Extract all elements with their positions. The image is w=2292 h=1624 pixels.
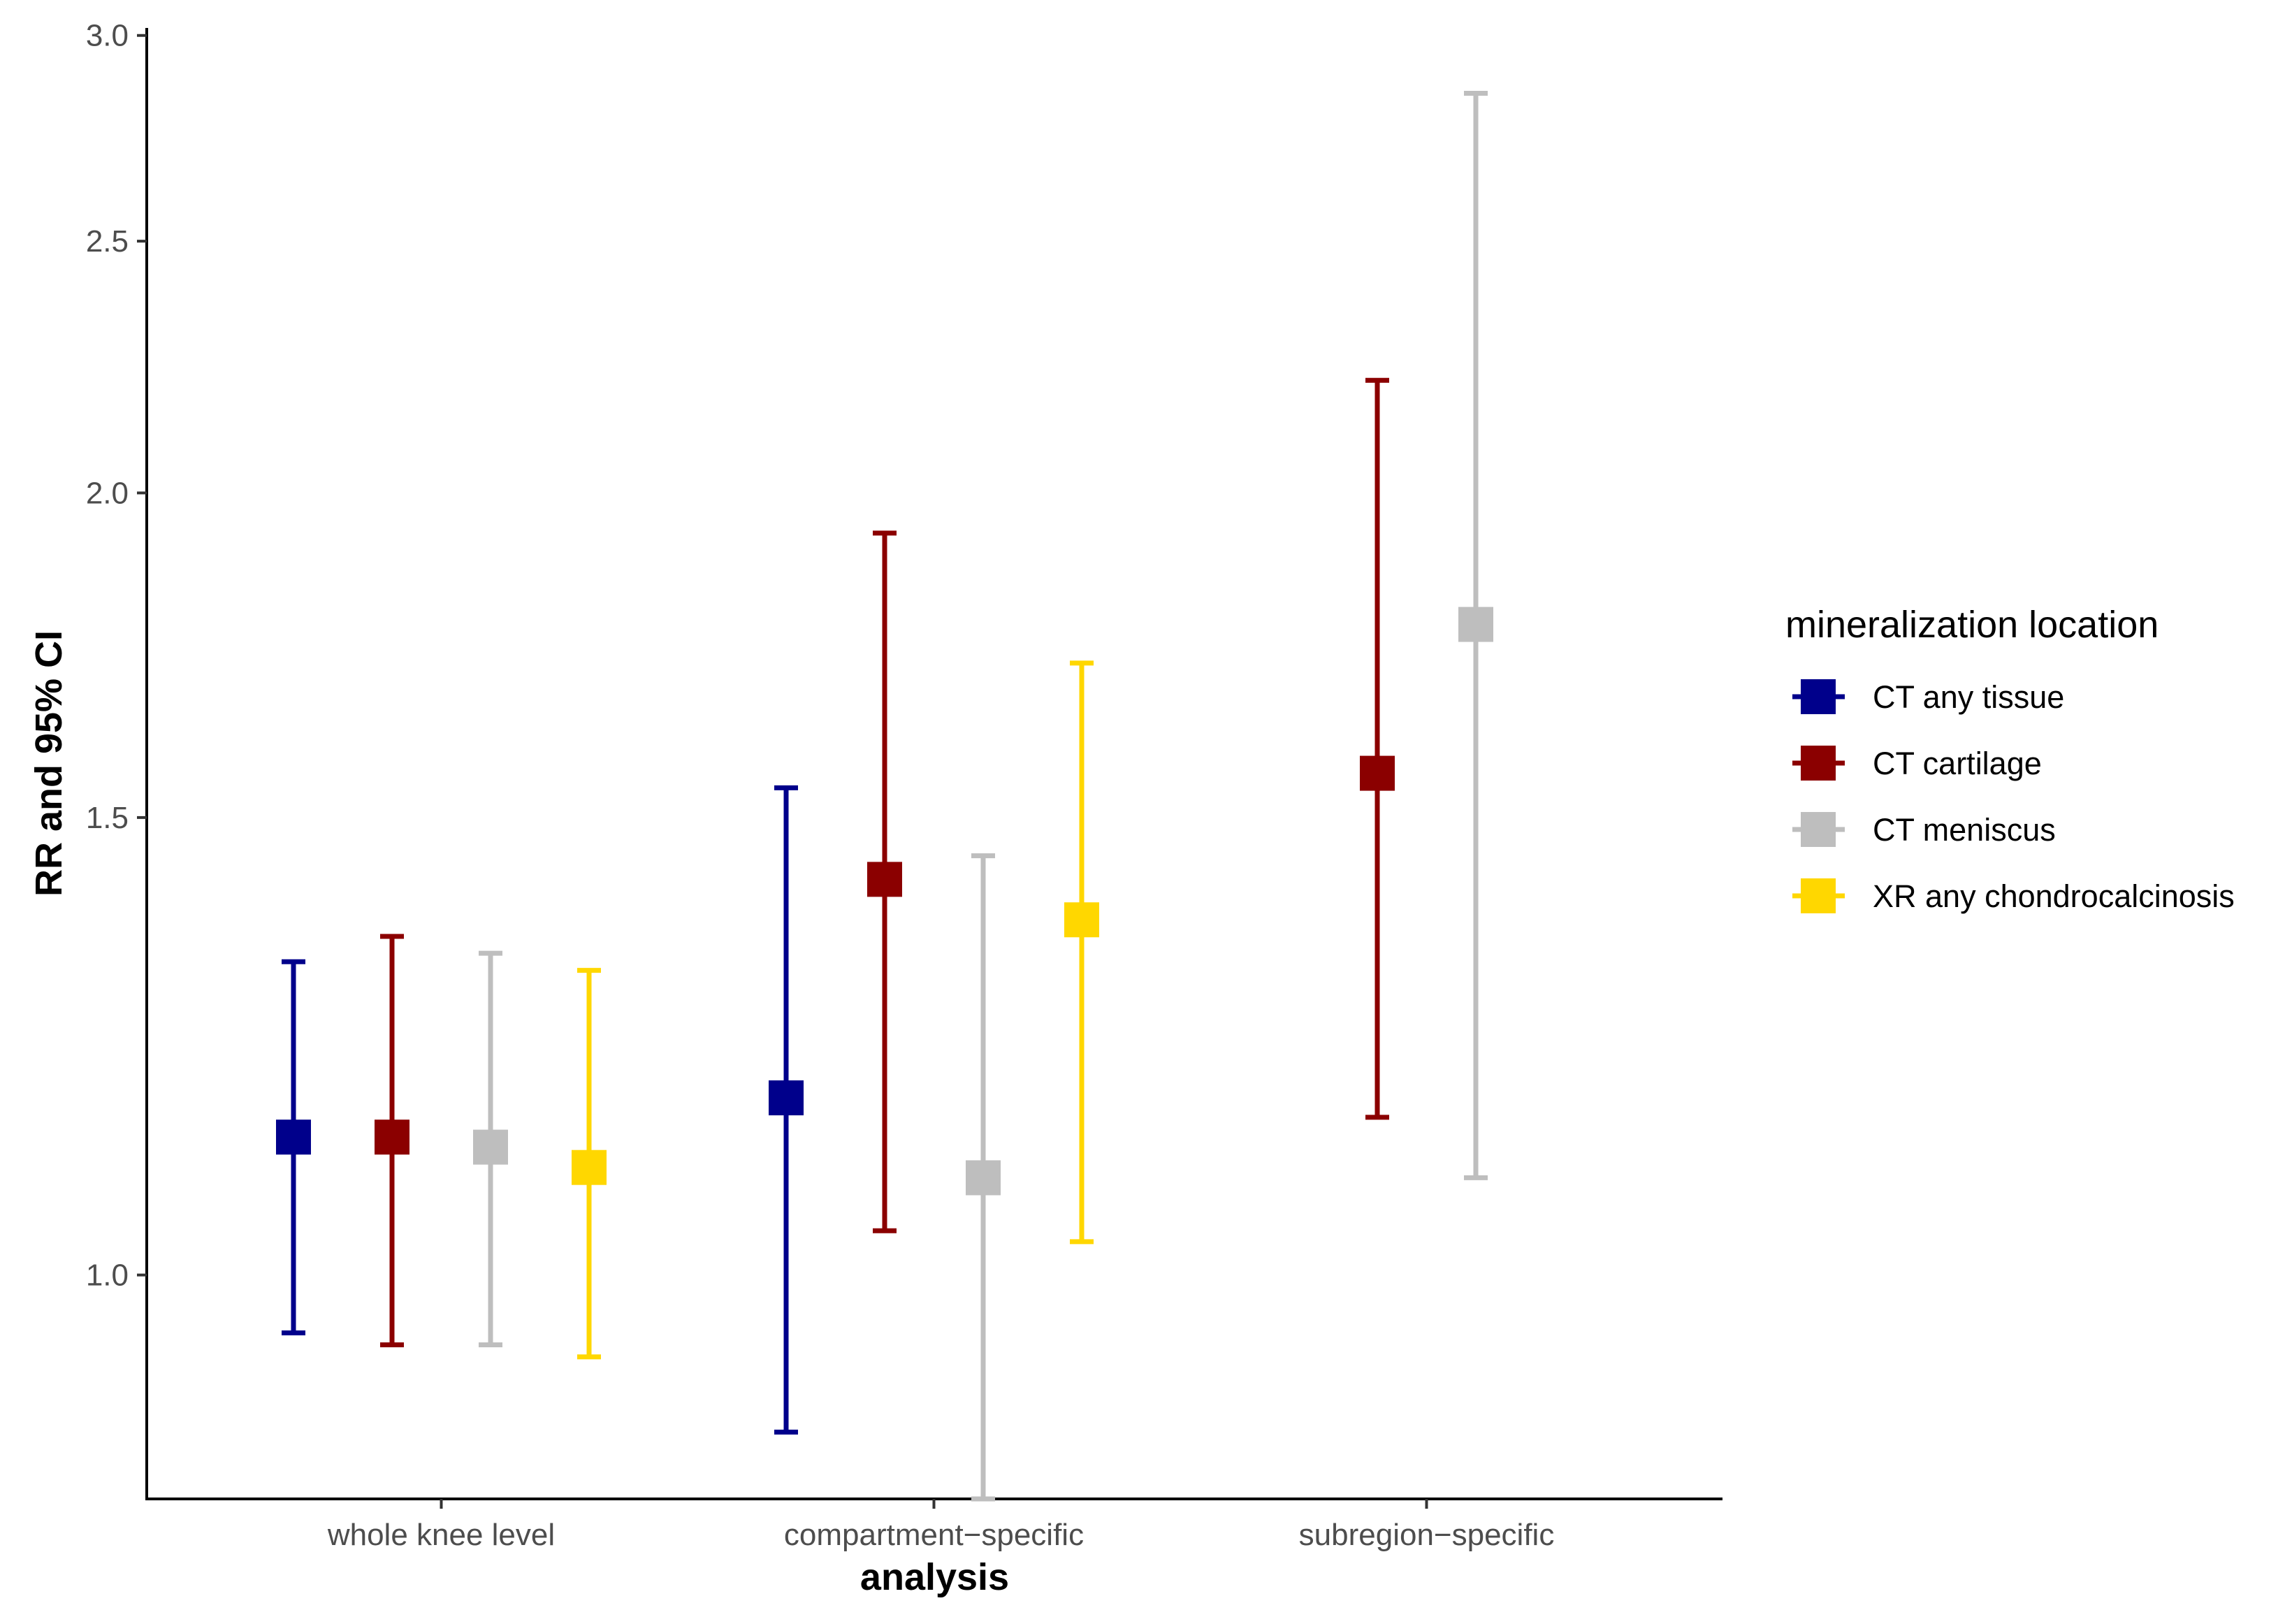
series-4 <box>572 660 1099 1360</box>
y-tick-label: 2.5 <box>86 224 129 259</box>
series-3 <box>473 91 1493 1502</box>
legend-item: CT any tissue <box>1792 679 2064 715</box>
legend-title: mineralization location <box>1785 604 2159 646</box>
legend-label: XR any chondrocalcinosis <box>1873 878 2235 914</box>
legend-label: CT any tissue <box>1873 679 2064 715</box>
rr-point <box>966 1160 1001 1196</box>
x-axis: whole knee level compartment−specific subr… <box>145 1498 1722 1552</box>
x-tick-label: compartment−specific <box>784 1518 1084 1552</box>
error-bars <box>276 91 1493 1502</box>
x-tick-label: subregion−specific <box>1299 1518 1555 1552</box>
series-2 <box>375 377 1395 1347</box>
y-axis: 1.0 1.5 2.0 2.5 3.0 <box>86 19 148 1500</box>
rr-point <box>769 1080 804 1116</box>
rr-point <box>276 1119 311 1155</box>
legend-key-swatch <box>1801 812 1836 847</box>
rr-point <box>1064 902 1099 938</box>
legend-item: XR any chondrocalcinosis <box>1792 878 2235 914</box>
legend-label: CT meniscus <box>1873 812 2056 848</box>
legend-key-swatch <box>1801 746 1836 781</box>
legend-item: CT meniscus <box>1792 812 2056 848</box>
legend-key-swatch <box>1801 878 1836 913</box>
rr-point <box>473 1129 508 1165</box>
x-axis-title: analysis <box>860 1556 1009 1598</box>
series-1 <box>276 785 804 1435</box>
x-tick-label: whole knee level <box>327 1518 555 1552</box>
y-tick-label: 3.0 <box>86 19 129 53</box>
legend-label: CT cartilage <box>1873 746 2042 781</box>
rr-point <box>867 862 902 897</box>
rr-point <box>572 1150 607 1185</box>
rr-point <box>1458 607 1493 642</box>
legend: mineralization location CT any tissue CT … <box>1785 604 2235 914</box>
legend-key-swatch <box>1801 679 1836 714</box>
rr-point <box>1360 755 1395 791</box>
y-tick-label: 2.0 <box>86 476 129 510</box>
rr-point <box>375 1119 409 1155</box>
y-axis-title: RR and 95% CI <box>28 630 70 897</box>
y-tick-label: 1.0 <box>86 1259 129 1293</box>
y-tick-label: 1.5 <box>86 801 129 835</box>
legend-item: CT cartilage <box>1792 746 2042 781</box>
